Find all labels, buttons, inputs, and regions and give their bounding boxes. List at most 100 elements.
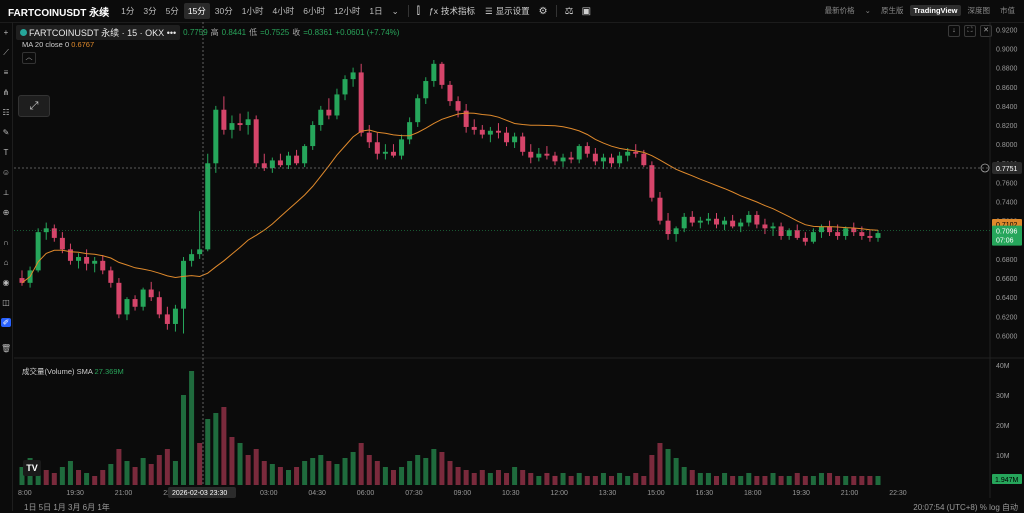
symbol-title[interactable]: FARTCOINUSDT 永续 xyxy=(8,7,110,19)
volume-tick-label: 30M xyxy=(996,393,1010,400)
volume-bar xyxy=(867,476,873,485)
trash-icon[interactable]: 🗑 xyxy=(1,344,12,353)
crosshair-time-label: 2026-02-03 23:30 xyxy=(172,490,227,497)
candle-body xyxy=(770,226,776,229)
layers-icon[interactable]: ◫ xyxy=(2,298,10,307)
view-tradingview[interactable]: TradingView xyxy=(910,5,961,16)
timeframe-4h[interactable]: 4小时 xyxy=(272,6,295,16)
view-depth[interactable]: 深度图 xyxy=(967,6,991,15)
crosshair-tool-icon[interactable]: + xyxy=(3,28,9,37)
candle-body xyxy=(116,282,122,315)
range-buttons[interactable]: 1日 5日 1月 3月 6月 1年 xyxy=(24,503,110,512)
volume-bar xyxy=(156,455,162,485)
price-type-select[interactable]: 最新价格 xyxy=(824,6,855,15)
horizontal-lines-icon[interactable]: ≡ xyxy=(3,68,9,77)
candle-body xyxy=(294,155,300,164)
candle-body xyxy=(229,123,235,130)
gear-icon[interactable]: ⚙ xyxy=(538,5,548,17)
ruler-icon[interactable]: ⟂ xyxy=(3,188,9,197)
candle-body xyxy=(358,72,364,133)
candle-body xyxy=(253,119,259,164)
maximize-icon[interactable]: ⛶ xyxy=(964,25,976,37)
volume-bar xyxy=(84,473,90,485)
candle-body xyxy=(528,151,534,158)
volume-bar xyxy=(722,473,728,485)
magnet-icon[interactable]: ∩ xyxy=(3,238,9,247)
ma-line xyxy=(21,112,879,284)
volume-bar xyxy=(657,443,663,485)
volume-bar xyxy=(641,476,647,485)
volume-bar xyxy=(229,437,235,485)
time-tick-label: 19:30 xyxy=(66,490,84,497)
candle-body xyxy=(633,151,639,154)
timezone-label[interactable]: 20:07:54 (UTC+8) % log 自动 xyxy=(913,503,1018,512)
candle-body xyxy=(19,278,25,283)
measure-tool-icon[interactable]: ⤢ xyxy=(18,95,50,117)
time-tick-label: 22:30 xyxy=(889,490,907,497)
candle-body xyxy=(108,270,114,283)
screenshot-icon[interactable]: ▣ xyxy=(581,5,592,17)
lock-icon[interactable]: ⌂ xyxy=(3,258,9,267)
volume-bar xyxy=(689,470,695,485)
pitchfork-icon[interactable]: ⋔ xyxy=(2,88,10,97)
high-label: 高 xyxy=(210,28,219,37)
timeframe-12h[interactable]: 12小时 xyxy=(333,6,361,16)
text-tool-icon[interactable]: T xyxy=(3,148,9,157)
candle-body xyxy=(237,123,243,126)
indicators-button[interactable]: ƒx 技术指标 xyxy=(429,5,475,17)
timeframe-15m[interactable]: 15分 xyxy=(183,3,210,19)
close-icon[interactable]: ✕ xyxy=(980,25,992,37)
candle-type-icon[interactable]: ⫿ xyxy=(416,5,420,17)
candle-body xyxy=(560,157,566,162)
volume-bar xyxy=(754,476,760,485)
view-native[interactable]: 原生版 xyxy=(880,6,904,15)
eye-icon[interactable]: ◉ xyxy=(2,278,10,287)
timeframe-1m[interactable]: 1分 xyxy=(121,6,135,16)
trendline-tool-icon[interactable]: ⟋ xyxy=(3,48,9,57)
zoom-icon[interactable]: ⊕ xyxy=(2,208,10,217)
price-tick-label: 0.8000 xyxy=(996,142,1018,149)
display-settings-button[interactable]: ☰ 显示设置 xyxy=(485,5,530,17)
bottom-bar: 1日 5日 1月 3月 6月 1年 20:07:54 (UTC+8) % log… xyxy=(14,502,1024,512)
time-tick-label: 21:00 xyxy=(841,490,859,497)
smile-icon[interactable]: ☺ xyxy=(1,168,11,177)
pencil-icon[interactable]: ✐ xyxy=(1,318,11,327)
timeframe-30m[interactable]: 30分 xyxy=(214,6,233,16)
collapse-legend-icon[interactable]: ︿ xyxy=(22,52,36,64)
candle-body xyxy=(463,110,469,127)
candle-body xyxy=(810,232,816,242)
indicators-icon: ƒx xyxy=(428,6,438,16)
balance-icon[interactable]: ⚖ xyxy=(564,5,574,17)
open-value: 0.7759 xyxy=(183,28,208,37)
candle-body xyxy=(407,122,413,140)
candle-body xyxy=(754,214,760,225)
volume-bar xyxy=(116,449,122,485)
time-tick-label: 8:00 xyxy=(18,490,32,497)
legend-symbol[interactable]: FARTCOINUSDT 永续 · 15 · OKX ••• xyxy=(16,25,181,40)
timeframe-1h[interactable]: 1小时 xyxy=(241,6,264,16)
timeframe-5m[interactable]: 5分 xyxy=(165,6,179,16)
tradingview-logo[interactable]: TV xyxy=(23,460,41,476)
scroll-down-icon[interactable]: ↓ xyxy=(948,25,960,37)
time-tick-label: 21:00 xyxy=(115,490,133,497)
candle-body xyxy=(382,151,388,154)
legend-more-icon[interactable]: ••• xyxy=(166,28,177,38)
time-tick-label: 22 xyxy=(163,490,171,497)
volume-bar xyxy=(253,449,259,485)
timeframe-6h[interactable]: 6小时 xyxy=(303,6,325,16)
view-market[interactable]: 市值 xyxy=(1000,6,1015,15)
volume-bar xyxy=(875,476,881,485)
candle-body xyxy=(818,226,824,233)
timeframe-1d[interactable]: 1日 xyxy=(369,6,383,16)
brush-icon[interactable]: ✎ xyxy=(2,128,10,137)
timeframe-dropdown-icon[interactable]: ⌄ xyxy=(391,5,399,16)
volume-bar xyxy=(124,461,130,485)
timeframe-3m[interactable]: 3分 xyxy=(143,6,157,16)
price-type-chevron-icon[interactable]: ⌄ xyxy=(864,6,871,15)
legend-name: FARTCOINUSDT 永续 · 15 · OKX xyxy=(29,28,165,38)
candle-body xyxy=(471,126,477,130)
ma-price-label: 0.7102 xyxy=(996,222,1018,229)
fib-icon[interactable]: ☷ xyxy=(2,108,10,117)
candle-body xyxy=(132,299,138,307)
